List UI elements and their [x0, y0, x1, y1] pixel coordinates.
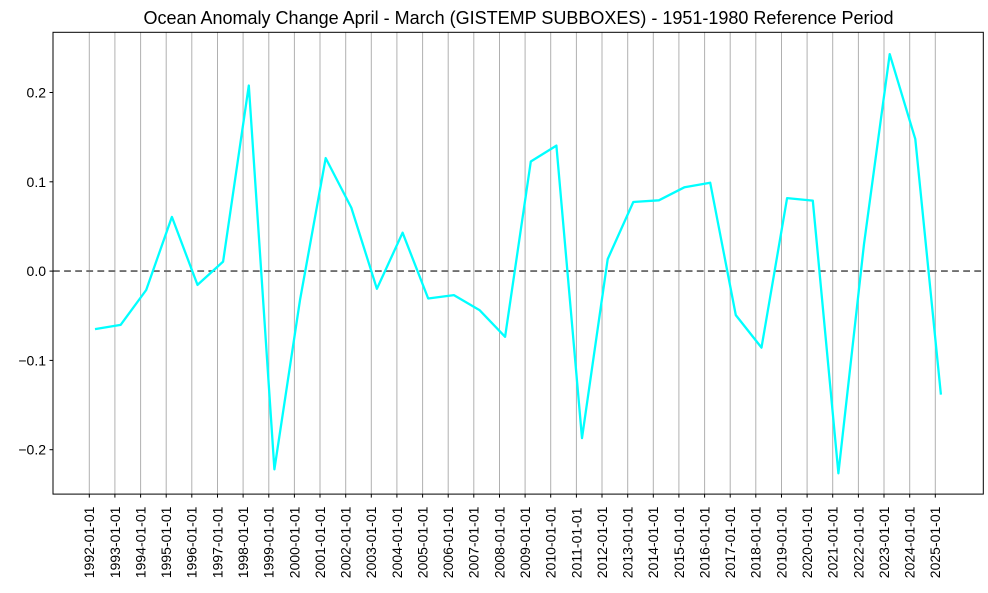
svg-text:2024-01-01: 2024-01-01 [902, 506, 918, 578]
svg-text:0.0: 0.0 [27, 263, 47, 279]
svg-text:1997-01-01: 1997-01-01 [209, 506, 225, 578]
svg-text:2012-01-01: 2012-01-01 [594, 506, 610, 578]
svg-text:2018-01-01: 2018-01-01 [748, 506, 764, 578]
svg-text:2009-01-01: 2009-01-01 [517, 506, 533, 578]
svg-text:2006-01-01: 2006-01-01 [440, 506, 456, 578]
svg-text:2001-01-01: 2001-01-01 [312, 506, 328, 578]
svg-text:2021-01-01: 2021-01-01 [825, 506, 841, 578]
svg-text:2013-01-01: 2013-01-01 [620, 506, 636, 578]
svg-text:2003-01-01: 2003-01-01 [363, 506, 379, 578]
svg-text:2015-01-01: 2015-01-01 [671, 506, 687, 578]
svg-text:2023-01-01: 2023-01-01 [876, 506, 892, 578]
svg-text:2022-01-01: 2022-01-01 [850, 506, 866, 578]
svg-text:2025-01-01: 2025-01-01 [927, 506, 943, 578]
svg-text:2002-01-01: 2002-01-01 [338, 506, 354, 578]
svg-text:1998-01-01: 1998-01-01 [235, 506, 251, 578]
svg-text:2017-01-01: 2017-01-01 [722, 506, 738, 578]
svg-text:2016-01-01: 2016-01-01 [697, 506, 713, 578]
svg-text:2005-01-01: 2005-01-01 [415, 506, 431, 578]
svg-text:2010-01-01: 2010-01-01 [543, 506, 559, 578]
svg-text:2004-01-01: 2004-01-01 [389, 506, 405, 578]
svg-text:0.1: 0.1 [27, 174, 47, 190]
svg-text:1993-01-01: 1993-01-01 [107, 506, 123, 578]
svg-text:2014-01-01: 2014-01-01 [645, 506, 661, 578]
svg-text:2008-01-01: 2008-01-01 [491, 506, 507, 578]
svg-text:2019-01-01: 2019-01-01 [773, 506, 789, 578]
svg-text:−0.2: −0.2 [18, 442, 46, 458]
svg-text:1996-01-01: 1996-01-01 [184, 506, 200, 578]
svg-text:1992-01-01: 1992-01-01 [81, 506, 97, 578]
svg-text:Ocean Anomaly Change April - M: Ocean Anomaly Change April - March (GIST… [143, 8, 893, 28]
svg-text:1995-01-01: 1995-01-01 [158, 506, 174, 578]
svg-text:2000-01-01: 2000-01-01 [286, 506, 302, 578]
svg-text:2020-01-01: 2020-01-01 [799, 506, 815, 578]
svg-text:2011-01-01: 2011-01-01 [568, 507, 584, 578]
svg-text:1999-01-01: 1999-01-01 [261, 506, 277, 578]
svg-text:2007-01-01: 2007-01-01 [466, 506, 482, 578]
svg-text:0.2: 0.2 [27, 85, 47, 101]
svg-text:1994-01-01: 1994-01-01 [133, 506, 149, 578]
svg-text:−0.1: −0.1 [18, 352, 46, 368]
